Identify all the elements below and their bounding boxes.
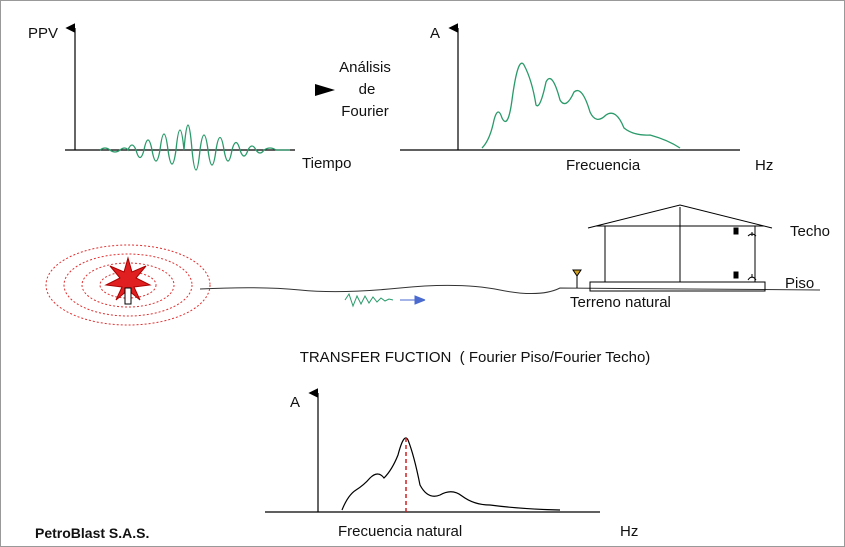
x-label: Frecuencia [566, 157, 641, 174]
transfer-title: TRANSFER FUCTION ( Fourier Piso/Fourier … [300, 349, 651, 366]
wave-small [344, 292, 394, 308]
building [572, 204, 773, 292]
roof-label: Techo [790, 223, 830, 240]
charge [124, 287, 132, 305]
fourier-arrow [315, 84, 335, 96]
x-label: Tiempo [302, 155, 351, 172]
footer: PetroBlast S.A.S. [35, 525, 149, 541]
spectrum-curve [481, 62, 681, 149]
y-label: PPV [28, 25, 58, 42]
transfer-plot: A Frecuencia natural Hz [265, 388, 638, 540]
ground [199, 284, 821, 294]
time-plot: PPV Tiempo [28, 23, 351, 172]
spectrum-plot: A Frecuencia Hz [400, 23, 773, 174]
transfer-curve [341, 437, 561, 511]
fourier-label: Fourier [341, 103, 389, 120]
x-label: Frecuencia natural [338, 523, 462, 540]
floor-label: Piso [785, 275, 814, 292]
y-label: A [430, 25, 440, 42]
fourier-label: Análisis [339, 59, 391, 76]
vibration-wave [99, 124, 290, 171]
unit-label: Hz [755, 157, 773, 174]
fourier-label: de [359, 81, 376, 98]
wave-arrow [400, 295, 426, 305]
unit-label: Hz [620, 523, 638, 540]
ground-label: Terreno natural [570, 294, 671, 311]
y-label: A [290, 394, 300, 411]
